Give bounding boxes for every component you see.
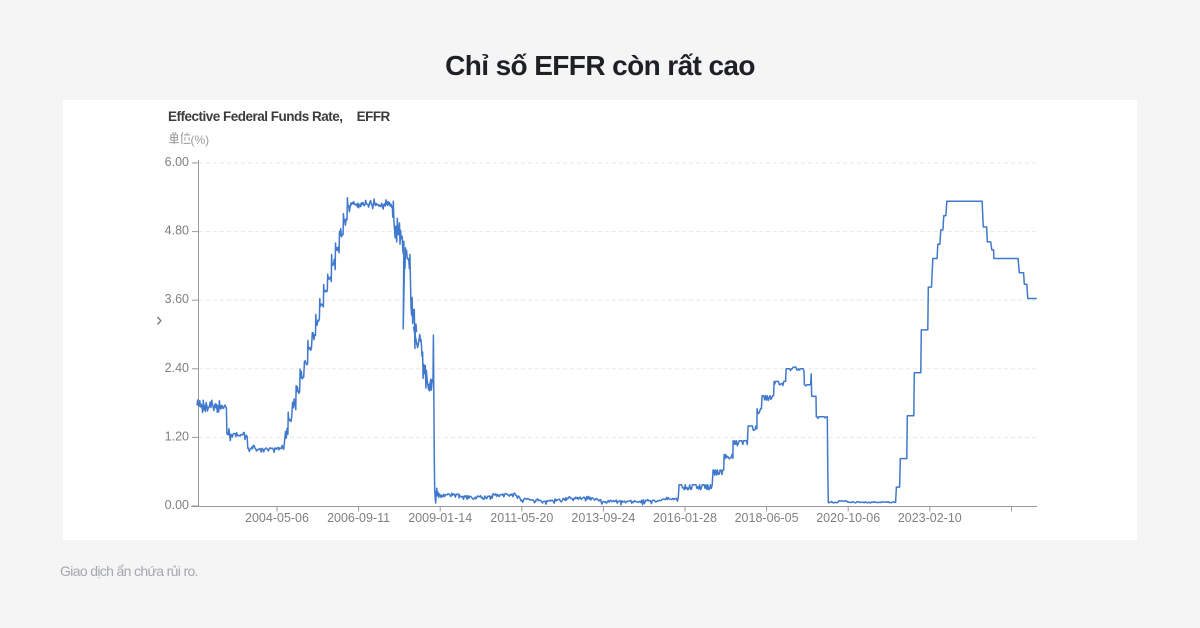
svg-text:2.40: 2.40	[165, 361, 189, 375]
svg-text:2009-01-14: 2009-01-14	[408, 511, 472, 525]
svg-text:4.80: 4.80	[165, 224, 189, 238]
svg-text:(%): (%)	[191, 133, 210, 147]
svg-text:0.00: 0.00	[165, 498, 189, 512]
svg-text:2023-02-10: 2023-02-10	[898, 511, 962, 525]
svg-text:2011-05-20: 2011-05-20	[490, 511, 553, 525]
svg-text:2013-09-24: 2013-09-24	[571, 511, 635, 525]
svg-text:2004-05-06: 2004-05-06	[245, 511, 309, 525]
svg-text:6.00: 6.00	[165, 155, 189, 169]
svg-text:2016-01-28: 2016-01-28	[653, 511, 717, 525]
svg-text:2018-06-05: 2018-06-05	[735, 511, 799, 525]
svg-text:3.60: 3.60	[165, 292, 189, 306]
svg-text:1.20: 1.20	[165, 429, 189, 443]
svg-text:2020-10-06: 2020-10-06	[816, 511, 880, 525]
svg-text:2006-09-11: 2006-09-11	[327, 511, 390, 525]
